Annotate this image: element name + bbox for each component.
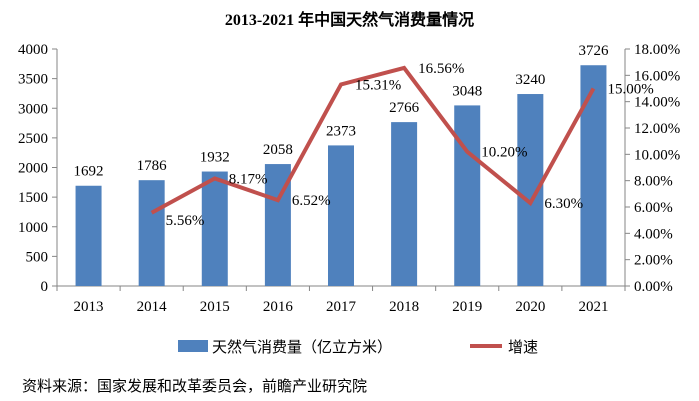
right-tick-label: 4.00%	[634, 226, 673, 242]
x-tick-label: 2013	[74, 299, 104, 315]
bar-value-label: 1692	[74, 164, 104, 180]
growth-value-label: 10.20%	[481, 145, 527, 161]
growth-value-label: 15.31%	[355, 77, 401, 93]
x-tick-label: 2020	[515, 299, 545, 315]
left-tick-label: 3500	[18, 72, 48, 88]
left-tick-label: 1500	[18, 190, 48, 206]
right-tick-label: 10.00%	[634, 147, 680, 163]
right-tick-label: 2.00%	[634, 253, 673, 269]
right-tick-label: 18.00%	[634, 42, 680, 58]
x-tick-label: 2021	[578, 299, 608, 315]
left-tick-label: 2500	[18, 131, 48, 147]
bar	[201, 171, 228, 286]
left-tick-label: 3000	[18, 101, 48, 117]
bar	[391, 122, 418, 286]
right-tick-label: 12.00%	[634, 121, 680, 137]
growth-value-label: 5.56%	[166, 213, 205, 229]
bar-value-label: 2766	[389, 100, 420, 116]
x-tick-label: 2016	[263, 299, 294, 315]
bar-value-label: 1932	[200, 150, 230, 166]
legend-bar-swatch	[178, 340, 208, 352]
growth-line	[150, 65, 596, 215]
x-tick-label: 2017	[326, 299, 357, 315]
source-note: 资料来源：国家发展和改革委员会，前瞻产业研究院	[22, 379, 368, 395]
bar-value-label: 2058	[263, 142, 293, 158]
growth-value-label: 6.30%	[544, 196, 583, 212]
bar	[454, 105, 481, 286]
bar-value-label: 3240	[515, 72, 545, 88]
bar-value-label: 3048	[452, 83, 482, 99]
legend-bar-label: 天然气消费量（亿立方米）	[212, 339, 392, 356]
growth-value-label: 6.52%	[292, 193, 331, 209]
x-tick-label: 2019	[452, 299, 482, 315]
left-tick-label: 1000	[18, 220, 48, 236]
growth-value-label: 8.17%	[229, 171, 268, 187]
left-tick-label: 0	[41, 279, 49, 295]
x-tick-label: 2015	[200, 299, 230, 315]
left-tick-label: 4000	[18, 42, 48, 58]
bar-value-label: 1786	[137, 158, 168, 174]
bar	[580, 65, 607, 286]
right-tick-label: 0.00%	[634, 279, 673, 295]
legend-line-label: 增速	[508, 339, 538, 356]
left-tick-label: 2000	[18, 161, 48, 177]
right-tick-label: 6.00%	[634, 200, 673, 216]
bar-value-label: 3726	[578, 43, 609, 59]
x-tick-label: 2014	[137, 299, 168, 315]
x-tick-label: 2018	[389, 299, 419, 315]
right-tick-label: 14.00%	[634, 95, 680, 111]
right-tick-label: 8.00%	[634, 174, 673, 190]
bar	[328, 145, 354, 286]
growth-value-label: 15.00%	[607, 82, 653, 98]
growth-value-label: 16.56%	[418, 61, 464, 77]
bar	[138, 180, 165, 286]
bar	[75, 185, 102, 286]
left-tick-label: 500	[26, 249, 49, 265]
chart-title: 2013-2021 年中国天然气消费量情况	[224, 12, 475, 29]
right-tick-label: 16.00%	[634, 68, 680, 84]
bar-value-label: 2373	[326, 123, 356, 139]
